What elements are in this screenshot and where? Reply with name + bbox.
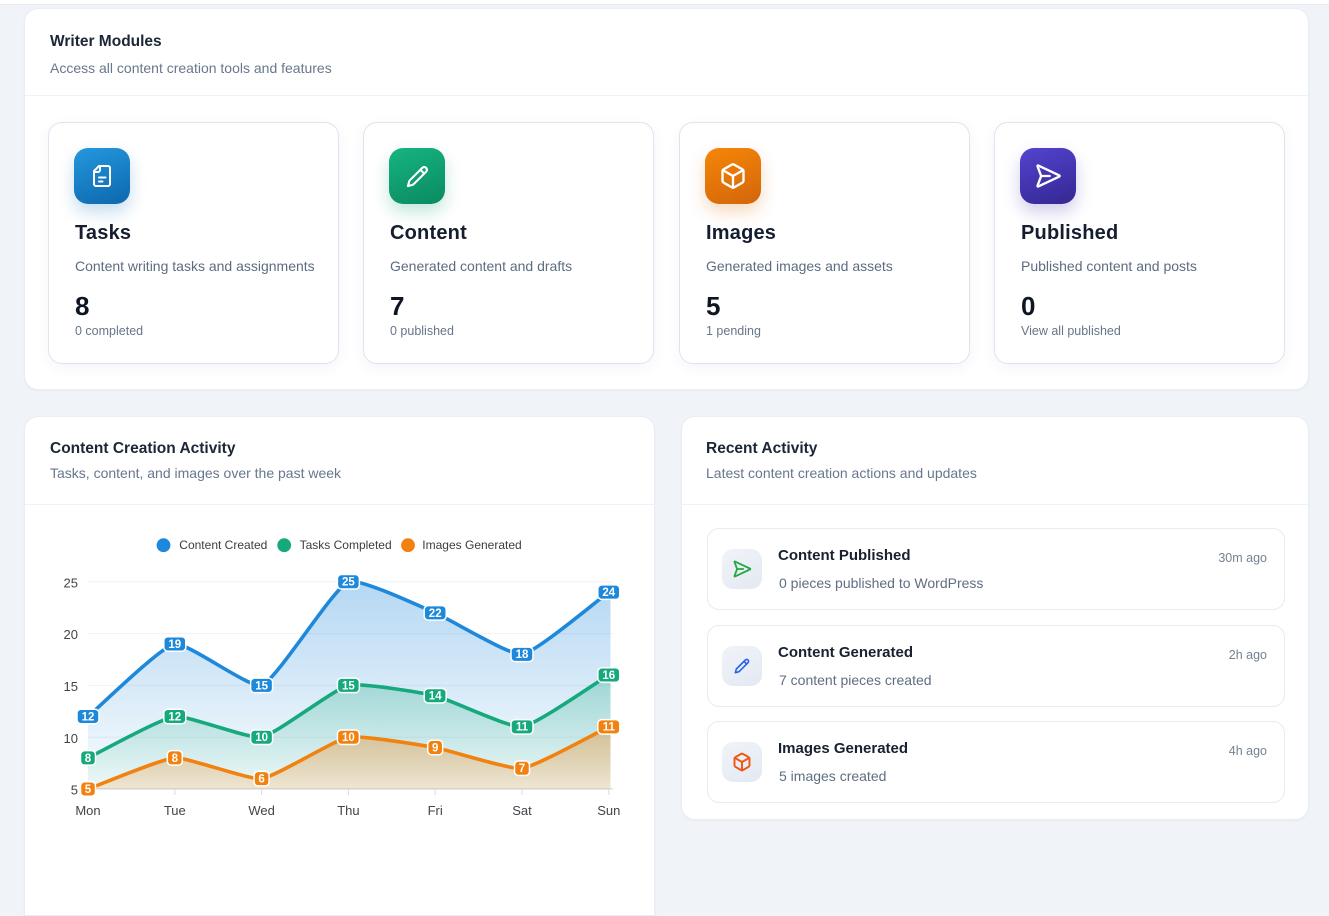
svg-text:Sun: Sun bbox=[597, 803, 620, 818]
svg-text:Sat: Sat bbox=[512, 803, 532, 818]
svg-text:15: 15 bbox=[342, 680, 355, 692]
svg-text:19: 19 bbox=[168, 639, 181, 651]
svg-text:25: 25 bbox=[342, 577, 355, 589]
svg-text:Fri: Fri bbox=[428, 803, 443, 818]
svg-text:12: 12 bbox=[168, 711, 181, 723]
svg-text:16: 16 bbox=[602, 670, 615, 682]
svg-text:11: 11 bbox=[516, 722, 529, 734]
svg-text:7: 7 bbox=[519, 763, 525, 775]
svg-text:10: 10 bbox=[342, 732, 355, 744]
svg-text:8: 8 bbox=[172, 753, 179, 765]
svg-text:24: 24 bbox=[602, 587, 615, 599]
svg-text:15: 15 bbox=[64, 679, 78, 694]
svg-text:15: 15 bbox=[255, 680, 268, 692]
svg-text:Mon: Mon bbox=[75, 803, 100, 818]
svg-text:Tasks Completed: Tasks Completed bbox=[300, 538, 392, 552]
svg-text:9: 9 bbox=[432, 743, 438, 755]
svg-text:10: 10 bbox=[255, 732, 268, 744]
svg-text:18: 18 bbox=[516, 649, 529, 661]
svg-text:25: 25 bbox=[64, 575, 78, 590]
svg-text:14: 14 bbox=[429, 691, 442, 703]
svg-text:20: 20 bbox=[64, 627, 78, 642]
svg-text:10: 10 bbox=[64, 731, 78, 746]
svg-text:6: 6 bbox=[258, 774, 264, 786]
svg-text:Images Generated: Images Generated bbox=[422, 538, 521, 552]
svg-text:11: 11 bbox=[603, 722, 616, 734]
svg-text:22: 22 bbox=[429, 608, 442, 620]
svg-text:5: 5 bbox=[71, 783, 78, 798]
svg-text:Thu: Thu bbox=[337, 803, 359, 818]
svg-text:8: 8 bbox=[85, 753, 92, 765]
svg-text:Content Created: Content Created bbox=[179, 538, 267, 552]
svg-text:12: 12 bbox=[82, 711, 95, 723]
svg-text:Wed: Wed bbox=[248, 803, 275, 818]
svg-text:5: 5 bbox=[85, 784, 92, 796]
svg-text:Tue: Tue bbox=[164, 803, 186, 818]
